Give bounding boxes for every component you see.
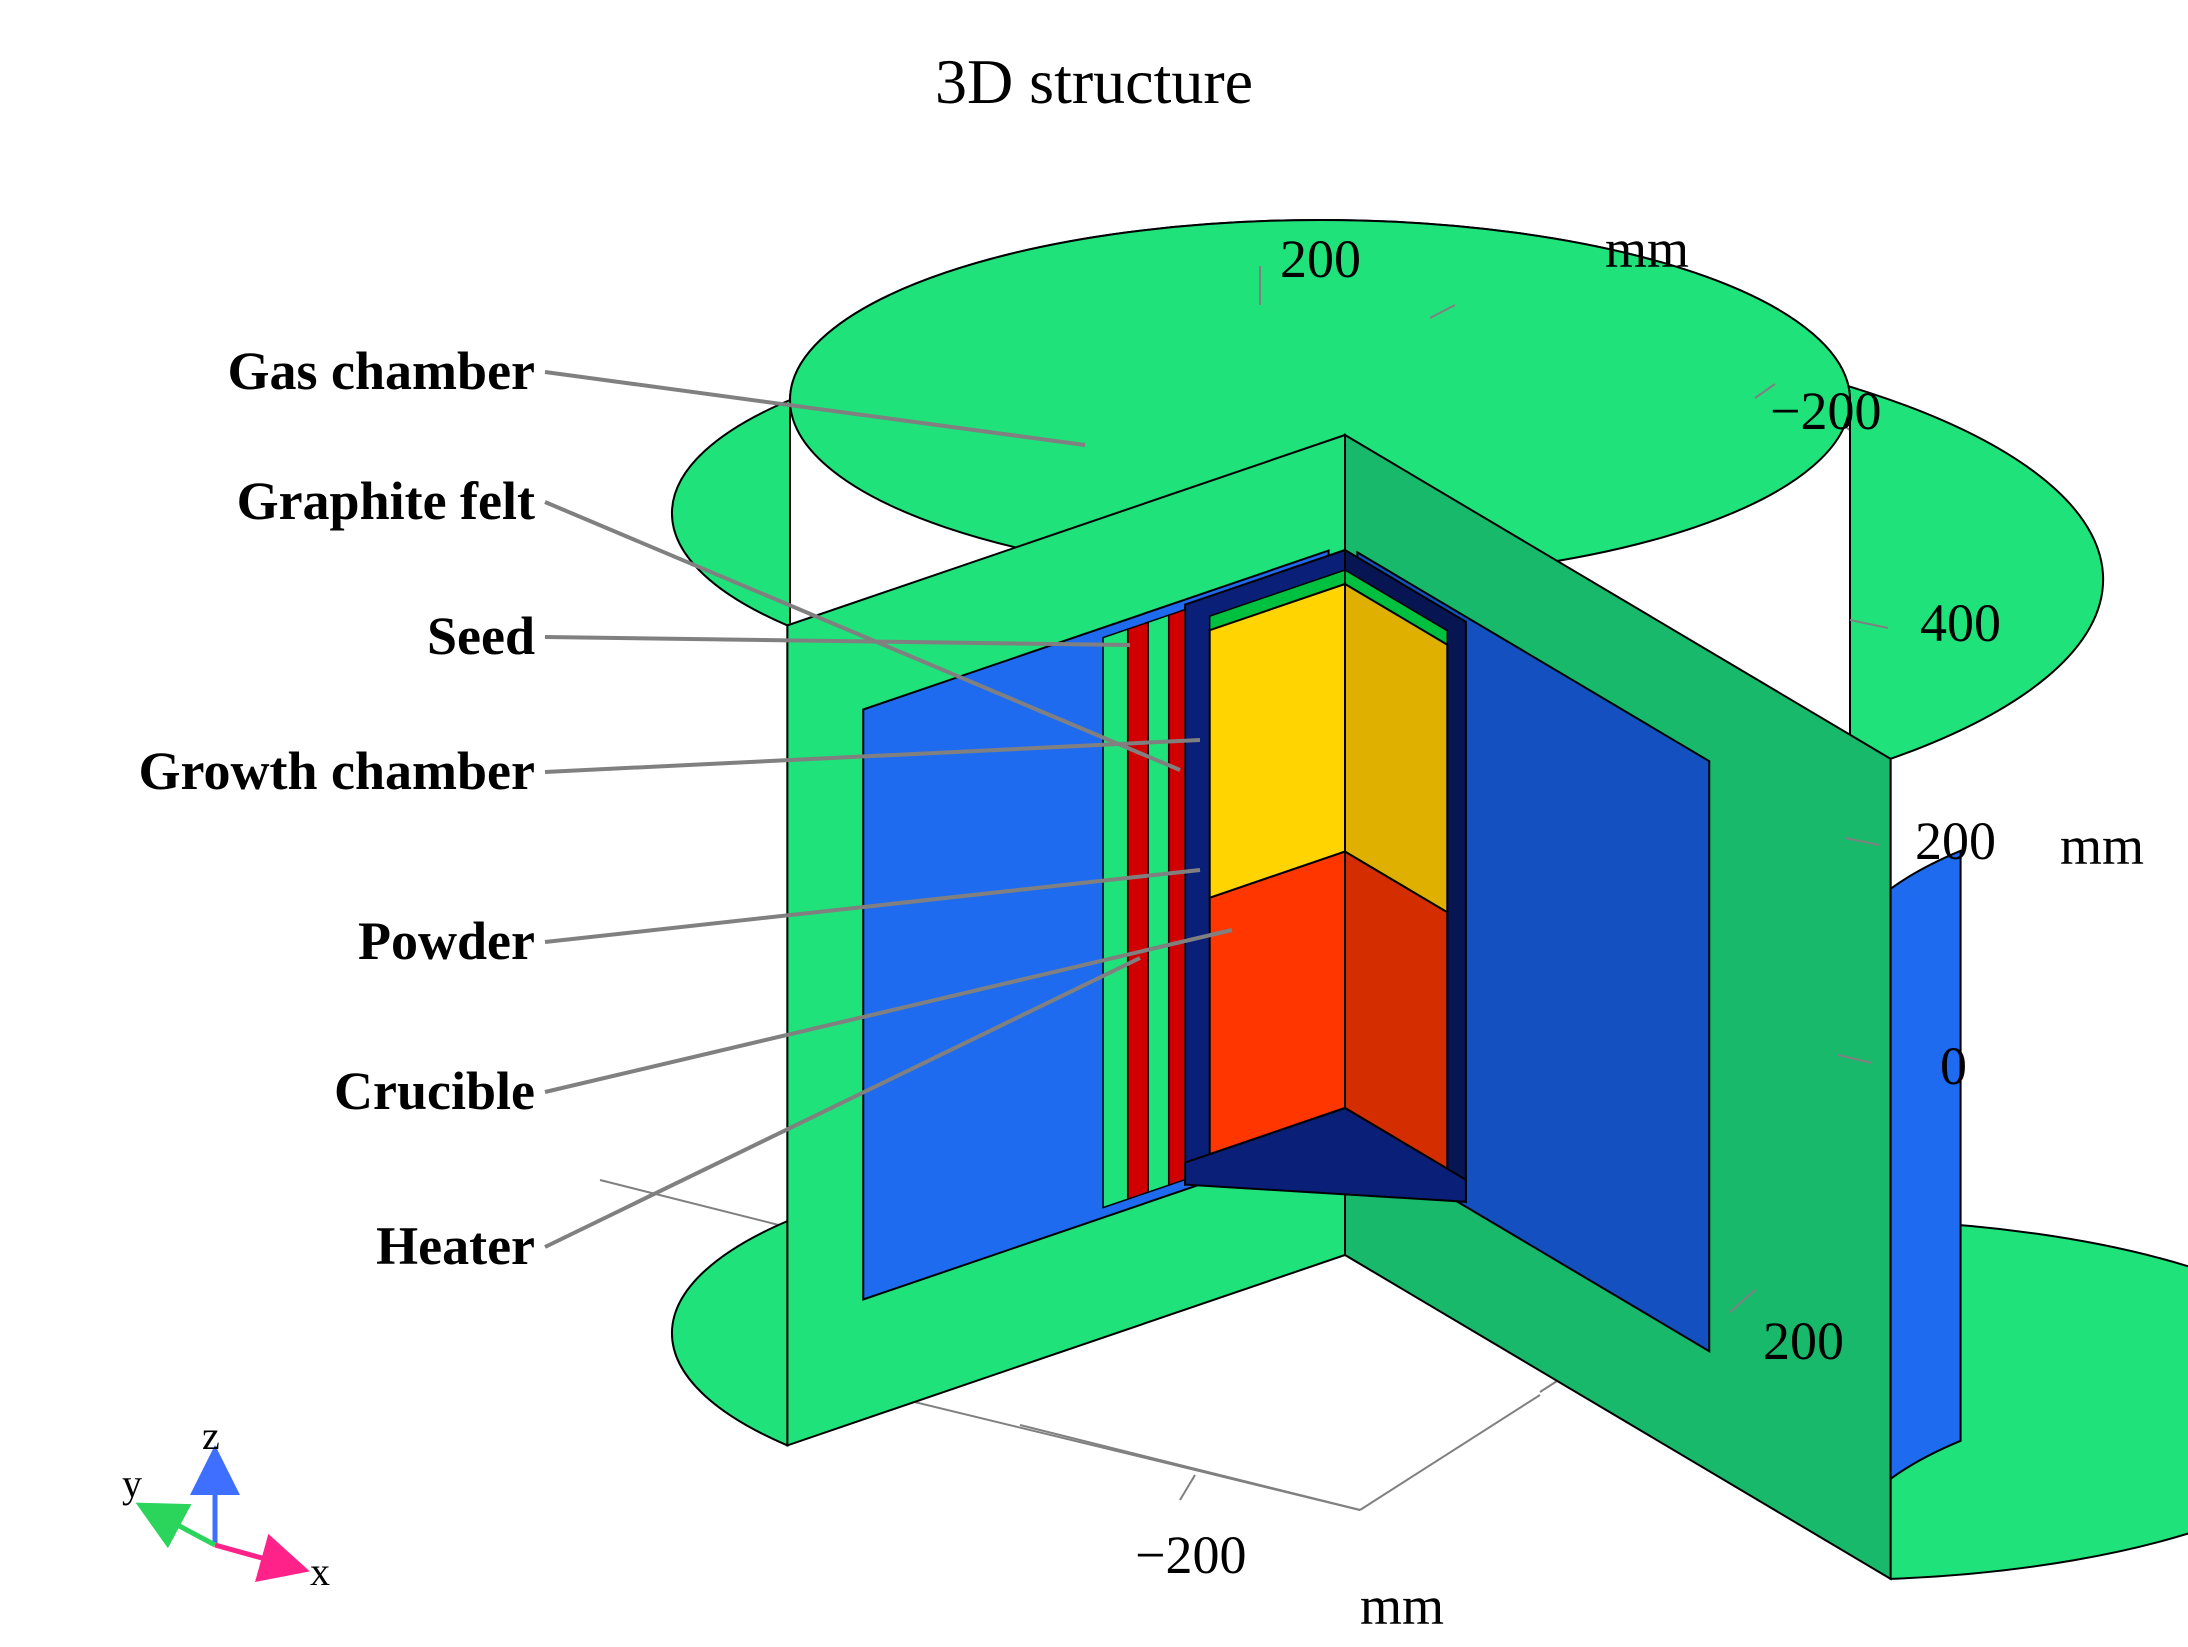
axis-tick-right: 400 bbox=[1920, 592, 2001, 654]
axis-tick-top: mm bbox=[1605, 218, 1689, 280]
axis-tick-top: 200 bbox=[1280, 228, 1361, 290]
axis-tick-right: 0 bbox=[1940, 1035, 1967, 1097]
triad-y-axis bbox=[140, 1505, 215, 1545]
diagram-canvas: 3D structure bbox=[0, 0, 2188, 1647]
label-graphite-felt: Graphite felt bbox=[55, 470, 535, 532]
diagram-svg bbox=[0, 0, 2188, 1647]
triad-y-label: y bbox=[122, 1460, 142, 1507]
label-powder: Powder bbox=[55, 910, 535, 972]
label-heater: Heater bbox=[55, 1215, 535, 1277]
axis-tick-right: 200 bbox=[1915, 810, 1996, 872]
label-seed: Seed bbox=[55, 605, 535, 667]
axis-tick-right: mm bbox=[2060, 815, 2144, 877]
label-crucible: Crucible bbox=[55, 1060, 535, 1122]
graphite-felt-strip bbox=[1891, 851, 1961, 1479]
powder-left bbox=[1210, 852, 1345, 1155]
heater-bar-2 bbox=[1169, 610, 1185, 1186]
growth-chamber-left bbox=[1210, 584, 1345, 898]
label-gas-chamber: Gas chamber bbox=[55, 340, 535, 402]
triad-x-label: x bbox=[310, 1548, 330, 1595]
label-growth-chamber: Growth chamber bbox=[55, 740, 535, 802]
gap-bar-2 bbox=[1148, 615, 1169, 1192]
coordinate-triad: z y x bbox=[120, 1420, 340, 1590]
axis-tick-bottom: −200 bbox=[1135, 1524, 1246, 1586]
heater-bar-1 bbox=[1128, 622, 1149, 1199]
axis-tick-bottom: mm bbox=[1360, 1575, 1444, 1637]
axis-tick-bottom: 200 bbox=[1763, 1310, 1844, 1372]
gap-bar-1 bbox=[1103, 629, 1128, 1207]
axis-tick-top: −200 bbox=[1770, 380, 1881, 442]
triad-x-axis bbox=[215, 1545, 305, 1570]
triad-z-label: z bbox=[202, 1412, 220, 1459]
